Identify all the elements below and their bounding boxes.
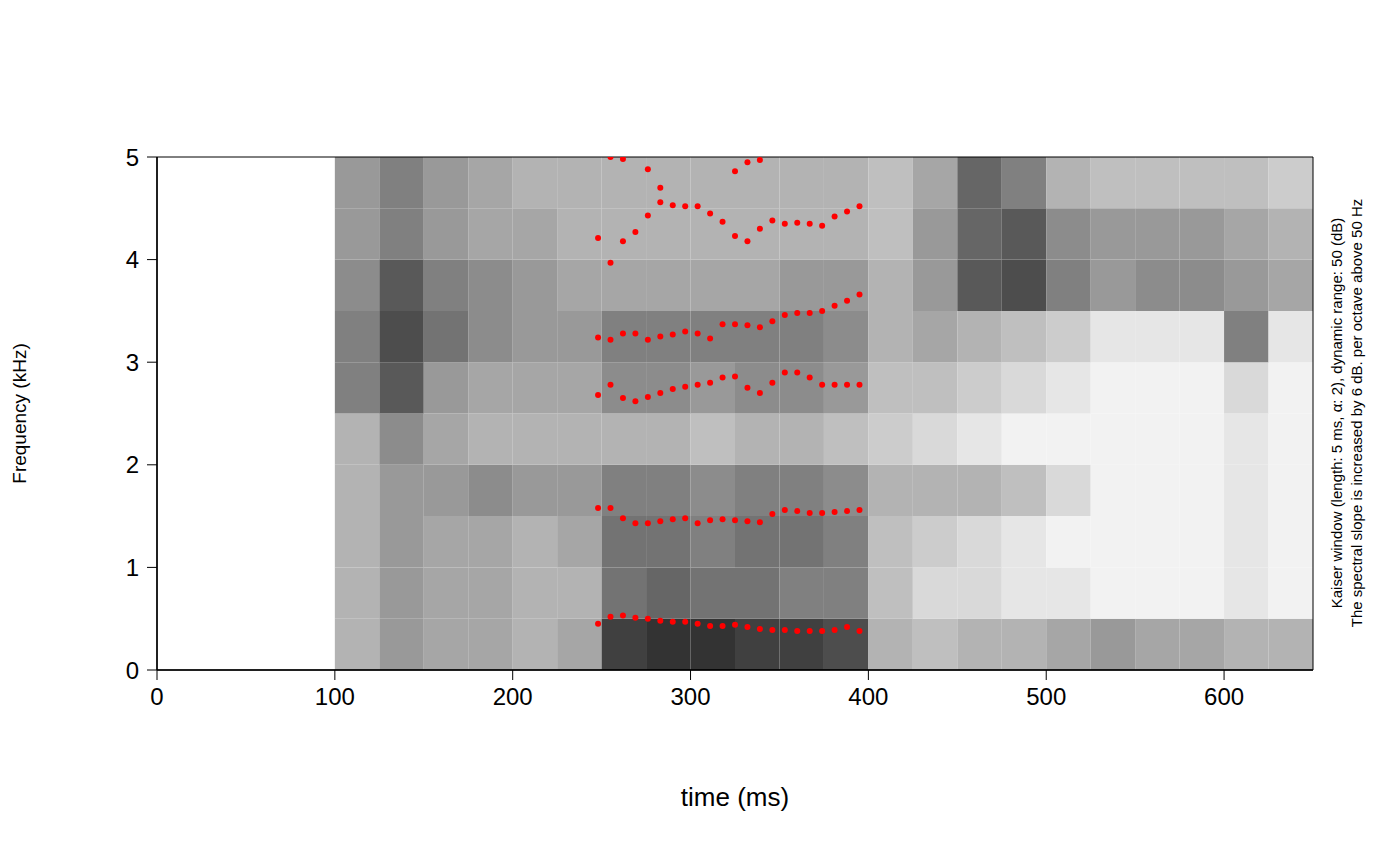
svg-text:5: 5	[126, 144, 139, 171]
svg-text:0: 0	[126, 657, 139, 684]
svg-text:0: 0	[150, 683, 163, 710]
svg-text:time (ms): time (ms)	[681, 782, 789, 812]
svg-text:4: 4	[126, 246, 139, 273]
svg-text:500: 500	[1026, 683, 1066, 710]
svg-text:Frequency (kHz): Frequency (kHz)	[9, 343, 30, 483]
svg-text:300: 300	[671, 683, 711, 710]
svg-text:The spectral slope is increase: The spectral slope is increased by 6 dB.…	[1348, 199, 1365, 628]
svg-text:2: 2	[126, 451, 139, 478]
svg-text:400: 400	[848, 683, 888, 710]
svg-text:600: 600	[1204, 683, 1244, 710]
svg-text:1: 1	[126, 554, 139, 581]
svg-text:200: 200	[493, 683, 533, 710]
svg-text:100: 100	[315, 683, 355, 710]
svg-text:Kaiser window (length: 5 ms, α: Kaiser window (length: 5 ms, α: 2), dyna…	[1328, 218, 1345, 609]
svg-text:3: 3	[126, 349, 139, 376]
